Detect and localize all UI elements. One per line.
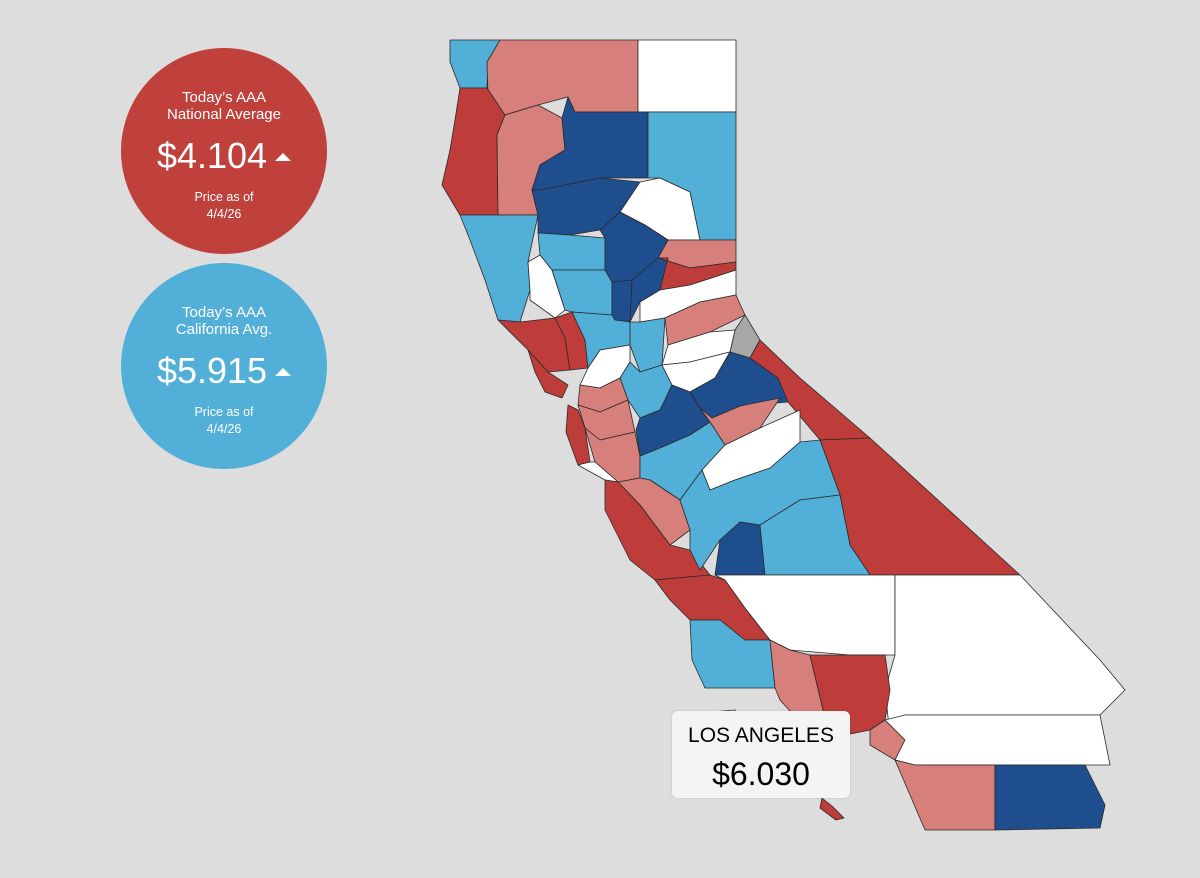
state-price-as-of-label: Price as of [194,405,254,419]
county-tehama[interactable] [531,177,641,236]
national-average-badge: Today’s AAA National Average $4.104 Pric… [121,48,327,254]
state-price: $5.915 [156,350,268,391]
state-label-line2: California Avg. [175,321,273,338]
county-tooltip: LOS ANGELES $6.030 [672,711,850,798]
county-sacramento[interactable] [629,317,666,373]
county-siskiyou[interactable] [486,39,639,116]
county-humboldt[interactable] [441,87,506,216]
tooltip-price: $6.030 [712,756,810,792]
channel-island [819,797,845,821]
state-price-row: $5.915 [121,349,327,393]
county-san-bernardino[interactable] [884,574,1126,736]
county-lake[interactable] [527,254,566,319]
california-average-badge: Today’s AAA California Avg. $5.915 Price… [121,263,327,469]
county-san-diego[interactable] [894,759,996,831]
county-riverside[interactable] [884,714,1111,766]
national-price-as-of-label: Price as of [194,190,254,204]
state-price-date: 4/4/26 [206,422,242,436]
arrow-up-icon [275,153,292,161]
state-label-line1: Today’s AAA [182,304,266,321]
county-sutter[interactable] [611,279,633,323]
national-price-date: 4/4/26 [206,207,242,221]
county-santa-cruz[interactable] [577,461,619,483]
tooltip-county-name: LOS ANGELES [688,724,834,747]
national-label-line2: National Average [167,106,281,123]
national-price-row: $4.104 [121,134,327,178]
arrow-up-icon [275,368,292,376]
county-imperial[interactable] [994,764,1106,831]
county-modoc[interactable] [637,39,737,113]
county-mendocino[interactable] [459,214,539,323]
county-marin[interactable] [527,349,569,399]
national-label-line1: Today’s AAA [182,89,266,106]
national-price: $4.104 [156,135,268,176]
